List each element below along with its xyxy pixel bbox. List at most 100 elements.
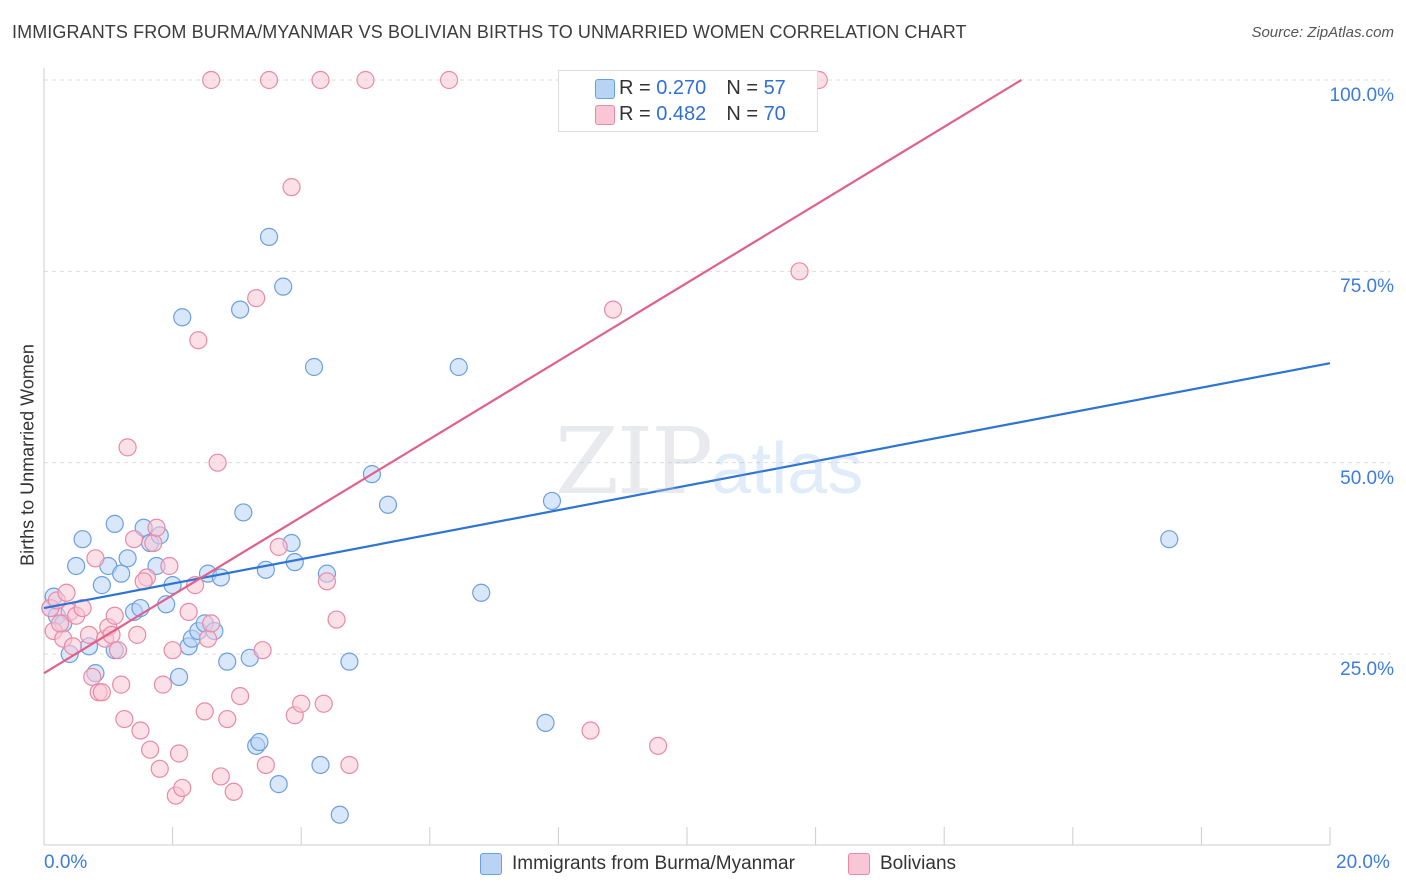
data-point-bolivians <box>208 453 227 472</box>
data-point-bolivians <box>92 683 111 702</box>
data-point-bolivians <box>140 740 160 759</box>
bottom-legend-pink: Bolivians <box>848 852 956 876</box>
data-point-burma <box>274 277 293 296</box>
data-point-burma <box>269 775 288 794</box>
data-point-bolivians <box>153 675 173 694</box>
data-point-bolivians <box>195 702 214 721</box>
data-point-burma <box>311 755 330 775</box>
bottom-legend-label-blue: Immigrants from Burma/Myanmar <box>512 853 795 874</box>
legend-swatch-blue <box>595 79 615 99</box>
bottom-legend-swatch-blue <box>480 853 502 875</box>
legend-r-value-blue: 0.270 <box>656 76 707 99</box>
data-point-bolivians <box>150 759 169 778</box>
legend-r-label: R = <box>619 76 657 99</box>
data-point-bolivians <box>105 606 124 625</box>
data-point-burma <box>250 732 269 752</box>
data-point-bolivians <box>790 262 809 281</box>
data-point-bolivians <box>79 625 99 644</box>
data-point-burma <box>472 583 491 602</box>
data-point-burma <box>112 564 131 583</box>
y-tick-label: 25.0% <box>1340 659 1394 680</box>
data-point-bolivians <box>128 625 147 644</box>
data-point-burma <box>173 308 192 327</box>
source-credit: Source: ZipAtlas.com <box>1251 24 1394 41</box>
data-point-bolivians <box>311 70 330 90</box>
watermark-atlas: atlas <box>711 429 864 509</box>
data-point-burma <box>211 568 230 587</box>
legend-n-label: N = <box>726 102 764 125</box>
data-point-bolivians <box>256 755 275 775</box>
data-point-bolivians <box>118 438 137 457</box>
x-tick-label-right: 20.0% <box>1336 852 1390 873</box>
y-tick-label: 75.0% <box>1340 276 1394 298</box>
data-point-bolivians <box>292 694 311 713</box>
data-point-bolivians <box>179 602 198 622</box>
data-point-bolivians <box>57 583 76 602</box>
data-point-bolivians <box>108 641 128 660</box>
data-point-burma <box>449 357 468 377</box>
data-point-bolivians <box>198 629 218 648</box>
data-point-bolivians <box>211 767 230 786</box>
watermark-zip: ZIP <box>555 408 713 515</box>
watermark: ZIPatlas <box>555 408 863 515</box>
data-point-bolivians <box>648 736 668 755</box>
data-point-bolivians <box>224 782 243 801</box>
data-point-burma <box>169 667 189 687</box>
data-point-burma <box>378 495 398 514</box>
data-point-bolivians <box>131 721 150 740</box>
trend-line-bolivians <box>43 79 1022 675</box>
data-point-bolivians <box>83 667 102 687</box>
y-tick-label: 100.0% <box>1329 85 1394 106</box>
data-point-bolivians <box>581 721 600 740</box>
data-point-bolivians <box>202 614 221 633</box>
data-point-burma <box>536 713 555 732</box>
data-point-burma <box>118 549 137 568</box>
data-point-burma <box>92 576 111 595</box>
data-point-bolivians <box>112 675 131 694</box>
data-point-burma <box>259 227 279 246</box>
data-point-bolivians <box>169 744 189 763</box>
data-point-bolivians <box>356 70 375 90</box>
data-point-bolivians <box>603 300 623 319</box>
data-point-bolivians <box>160 556 179 576</box>
data-point-bolivians <box>163 641 182 660</box>
legend-n-value-pink: 70 <box>763 102 786 125</box>
series-bolivians-points <box>41 70 828 805</box>
data-point-bolivians <box>218 709 237 729</box>
data-point-burma <box>218 652 237 671</box>
data-point-burma <box>231 300 250 319</box>
legend-row-pink: R = 0.482 N = 70 <box>595 101 786 127</box>
legend-r-value-pink: 0.482 <box>656 102 707 125</box>
data-point-burma <box>1160 530 1179 549</box>
data-point-bolivians <box>269 537 288 556</box>
stats-legend: R = 0.270 N = 57 R = 0.482 N = 70 <box>558 70 818 132</box>
data-point-burma <box>340 652 359 671</box>
data-point-bolivians <box>124 530 144 549</box>
chart-title: IMMIGRANTS FROM BURMA/MYANMAR VS BOLIVIA… <box>12 22 967 42</box>
data-point-bolivians <box>314 694 333 713</box>
data-point-bolivians <box>282 178 301 197</box>
data-point-burma <box>542 491 562 511</box>
data-point-bolivians <box>439 70 459 90</box>
data-point-bolivians <box>340 755 359 775</box>
grid-lines <box>44 79 1390 655</box>
axes <box>43 68 1331 846</box>
data-point-bolivians <box>317 572 337 591</box>
data-point-bolivians <box>189 331 208 350</box>
trend-lines <box>43 79 1331 675</box>
legend-row-blue: R = 0.270 N = 57 <box>595 75 786 101</box>
data-point-bolivians <box>253 641 272 660</box>
data-point-burma <box>304 357 324 377</box>
data-point-burma <box>73 530 92 549</box>
data-point-bolivians <box>86 549 105 568</box>
data-point-bolivians <box>50 614 70 633</box>
data-point-bolivians <box>144 533 163 553</box>
legend-n-label: N = <box>726 76 764 99</box>
trend-line-burma <box>43 362 1331 610</box>
y-axis-label: Births to Unmarried Women <box>17 344 38 566</box>
legend-swatch-pink <box>595 105 615 125</box>
bottom-legend-label-pink: Bolivians <box>880 853 957 874</box>
legend-n-value-blue: 57 <box>763 76 786 99</box>
data-point-bolivians <box>327 610 346 629</box>
